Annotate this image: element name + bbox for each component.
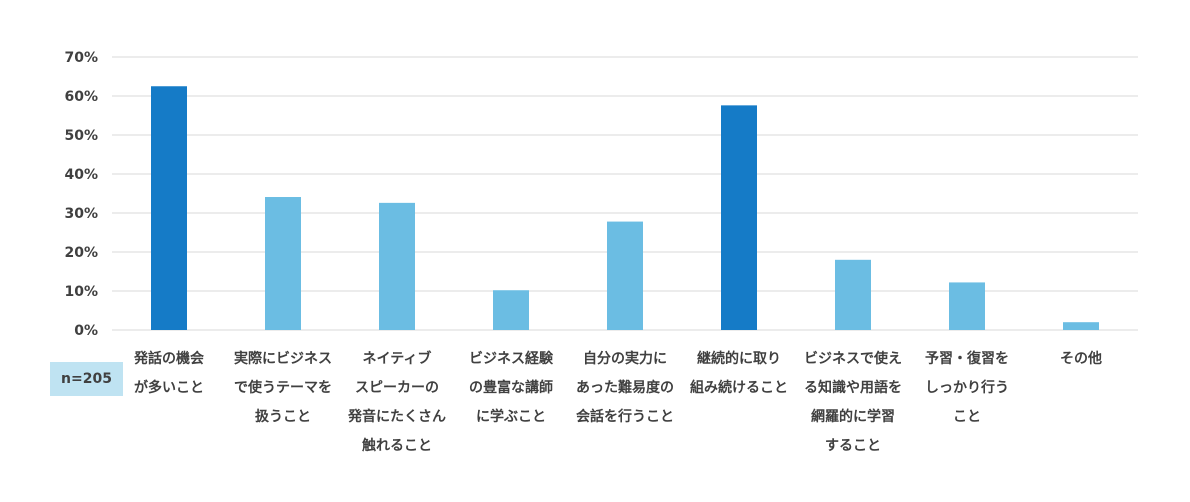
bar [493,290,529,330]
y-tick-label: 10% [64,284,98,300]
x-category-label: その他 [1060,350,1102,367]
x-category-label: 実際にビジネスで使うテーマを扱うこと [234,350,332,425]
y-tick-label: 30% [64,206,98,222]
bar [265,197,301,330]
x-category-label: 継続的に取り組み続けること [690,350,788,396]
bar [835,259,871,330]
y-tick-label: 20% [64,245,98,261]
y-axis-tick-labels: 0% 10% 20% 30% 40% 50% 60% 70% [64,50,98,339]
bars [151,86,1099,330]
x-category-label: ビジネス経験の豊富な講師に学ぶこと [469,350,554,425]
x-category-label: 発話の機会が多いこと [133,350,205,396]
x-category-label: 予習・復習をしっかり行うこと [925,350,1009,425]
x-category-label: ビジネスで使える知識や用語を網羅的に学習すること [804,350,902,454]
y-tick-label: 60% [64,89,98,105]
y-tick-label: 70% [64,50,98,66]
sample-size-badge: n=205 [50,362,123,396]
y-tick-label: 40% [64,167,98,183]
bar [1063,322,1099,330]
y-tick-label: 0% [74,323,98,339]
bar [607,221,643,330]
bar [379,202,415,330]
y-tick-label: 50% [64,128,98,144]
bar [721,105,757,330]
x-category-label: 自分の実力にあった難易度の会話を行うこと [576,350,674,425]
bar [151,86,187,330]
bar [949,282,985,330]
x-axis-category-labels: 発話の機会が多いこと実際にビジネスで使うテーマを扱うことネイティブスピーカーの発… [133,350,1102,454]
x-category-label: ネイティブスピーカーの発音にたくさん触れること [347,350,446,454]
